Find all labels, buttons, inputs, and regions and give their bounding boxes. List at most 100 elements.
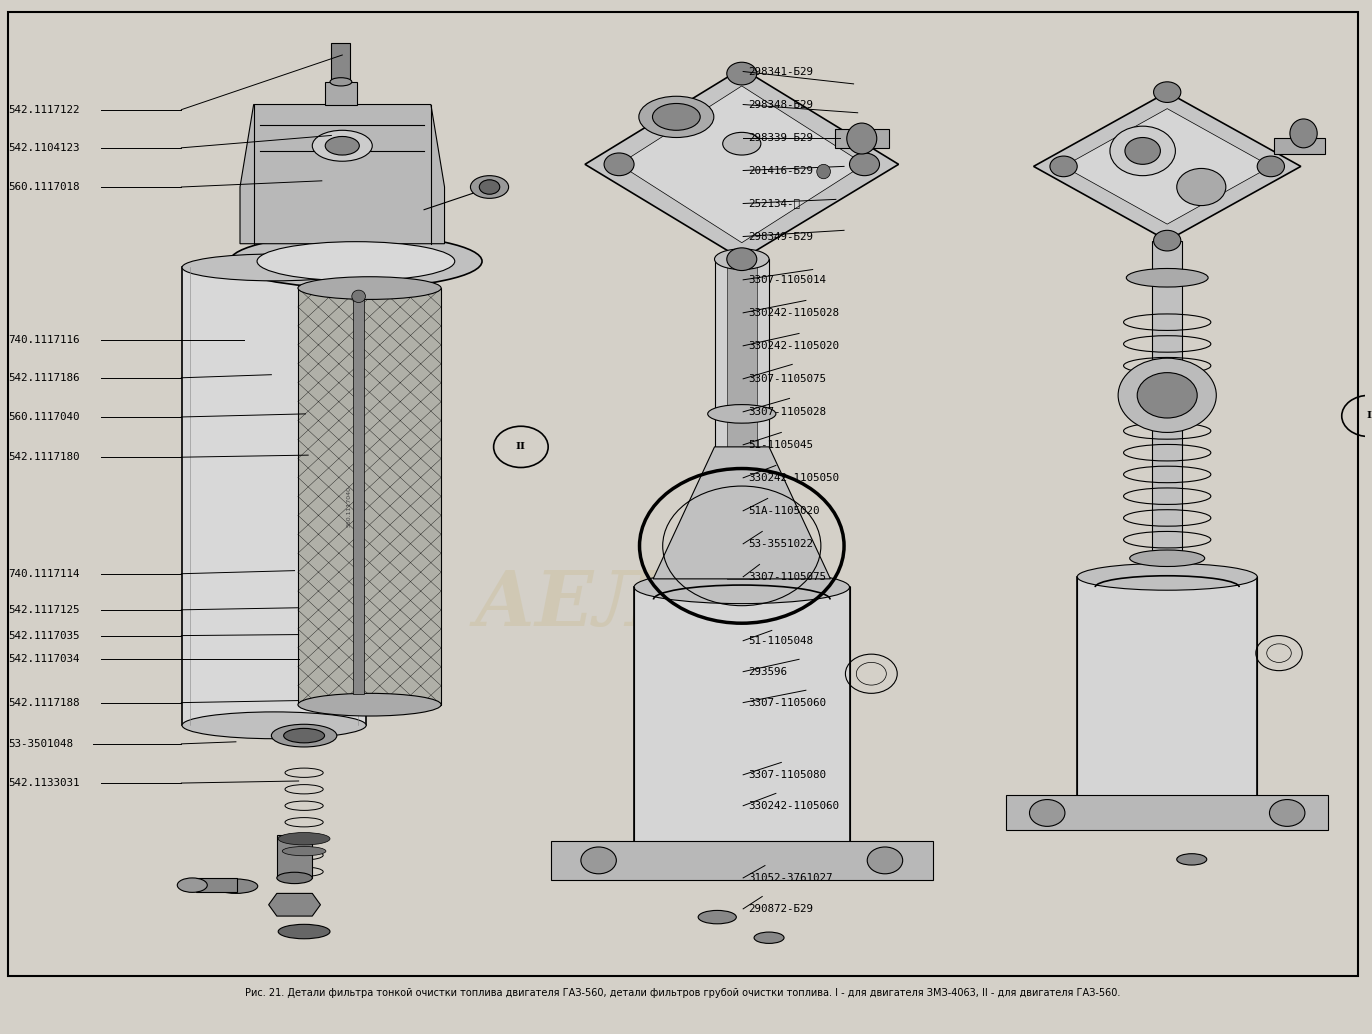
Circle shape — [1269, 799, 1305, 826]
Polygon shape — [653, 447, 830, 579]
Text: 3307-1105080: 3307-1105080 — [749, 769, 826, 780]
Ellipse shape — [1129, 550, 1205, 567]
Circle shape — [1118, 358, 1217, 432]
Text: 542.1117122: 542.1117122 — [8, 104, 80, 115]
Text: АЕЛ: АЕЛ — [473, 568, 661, 642]
Circle shape — [1029, 799, 1065, 826]
Ellipse shape — [313, 130, 372, 161]
Text: 542.1117188: 542.1117188 — [8, 698, 80, 707]
Text: 330242-1105060: 330242-1105060 — [749, 800, 840, 811]
Text: 298349-Б29: 298349-Б29 — [749, 232, 814, 242]
Ellipse shape — [283, 847, 327, 856]
Bar — [196, 878, 237, 892]
Text: 3307-1105060: 3307-1105060 — [749, 698, 826, 707]
Polygon shape — [584, 68, 899, 260]
Text: 740.1117114: 740.1117114 — [8, 569, 80, 579]
Text: 740.1117116: 740.1117116 — [8, 335, 80, 344]
Ellipse shape — [182, 254, 366, 281]
Text: 252134-䇲: 252134-䇲 — [749, 199, 801, 209]
Bar — [332, 42, 350, 82]
Text: 560.1117018: 560.1117018 — [8, 182, 80, 192]
Circle shape — [1257, 156, 1284, 177]
Text: 201416-Б29: 201416-Б29 — [749, 165, 814, 176]
Ellipse shape — [639, 96, 713, 138]
Text: 330242-1105020: 330242-1105020 — [749, 341, 840, 351]
Text: 3307-1105014: 3307-1105014 — [749, 275, 826, 284]
Text: 560.1117040: 560.1117040 — [8, 412, 80, 422]
Text: 51А-1105020: 51А-1105020 — [749, 506, 820, 516]
Bar — [298, 288, 442, 705]
Text: 53-3551022: 53-3551022 — [749, 539, 814, 549]
Circle shape — [1154, 231, 1181, 251]
Text: 298348-Б29: 298348-Б29 — [749, 99, 814, 110]
Ellipse shape — [325, 136, 359, 155]
Text: Рис. 21. Детали фильтра тонкой очистки топлива двигателя ГАЗ-560, детали фильтро: Рис. 21. Детали фильтра тонкой очистки т… — [246, 989, 1121, 999]
Circle shape — [1125, 138, 1161, 164]
Text: 330242-1105028: 330242-1105028 — [749, 308, 840, 317]
Ellipse shape — [1290, 119, 1317, 148]
Circle shape — [727, 62, 757, 85]
Ellipse shape — [182, 711, 366, 738]
Bar — [353, 294, 364, 695]
Text: 53-3501048: 53-3501048 — [8, 739, 73, 749]
Polygon shape — [1033, 92, 1301, 241]
Ellipse shape — [298, 694, 442, 716]
Text: 542.1117180: 542.1117180 — [8, 452, 80, 462]
Bar — [634, 587, 849, 845]
Polygon shape — [1006, 795, 1328, 830]
Text: II: II — [516, 443, 525, 452]
Text: 542.1133031: 542.1133031 — [8, 778, 80, 788]
Bar — [834, 129, 889, 148]
Circle shape — [1050, 156, 1077, 177]
Circle shape — [1177, 169, 1225, 206]
Bar — [277, 834, 313, 878]
Polygon shape — [269, 893, 321, 916]
Circle shape — [1154, 82, 1181, 102]
Circle shape — [849, 153, 879, 176]
Text: 560.1117040: 560.1117040 — [347, 486, 351, 527]
Text: 51-1105048: 51-1105048 — [749, 636, 814, 646]
Text: 542.1117186: 542.1117186 — [8, 373, 80, 383]
Bar — [715, 260, 770, 579]
Ellipse shape — [272, 724, 336, 747]
Polygon shape — [619, 86, 864, 243]
Bar — [1152, 241, 1183, 558]
Text: 542.1117125: 542.1117125 — [8, 605, 80, 615]
Ellipse shape — [715, 249, 770, 270]
Ellipse shape — [177, 878, 207, 892]
Text: 542.1117034: 542.1117034 — [8, 655, 80, 664]
Ellipse shape — [1177, 854, 1207, 865]
Circle shape — [867, 847, 903, 874]
Ellipse shape — [708, 404, 777, 423]
Bar — [325, 82, 357, 104]
Text: 3307-1105075: 3307-1105075 — [749, 374, 826, 384]
Ellipse shape — [816, 164, 830, 179]
Ellipse shape — [351, 291, 365, 303]
Text: 330242-1105050: 330242-1105050 — [749, 473, 840, 483]
Circle shape — [604, 153, 634, 176]
Circle shape — [580, 847, 616, 874]
Ellipse shape — [331, 78, 351, 86]
Ellipse shape — [257, 242, 454, 281]
Text: 3307-1105028: 3307-1105028 — [749, 406, 826, 417]
Bar — [1077, 577, 1257, 798]
Text: 290872-Б29: 290872-Б29 — [749, 904, 814, 914]
Ellipse shape — [279, 924, 331, 939]
Text: 298341-Б29: 298341-Б29 — [749, 66, 814, 77]
Ellipse shape — [279, 832, 331, 845]
Ellipse shape — [277, 873, 313, 884]
Ellipse shape — [229, 235, 482, 288]
Bar — [182, 268, 366, 725]
Polygon shape — [552, 841, 933, 880]
Text: 298339-Б29: 298339-Б29 — [749, 132, 814, 143]
Text: I: I — [1367, 412, 1372, 421]
Ellipse shape — [284, 728, 325, 742]
Polygon shape — [1063, 109, 1270, 224]
Text: 3307-1105075: 3307-1105075 — [749, 572, 826, 582]
Ellipse shape — [214, 879, 258, 893]
Ellipse shape — [479, 180, 499, 194]
Text: 542.1104123: 542.1104123 — [8, 143, 80, 153]
Ellipse shape — [653, 103, 700, 130]
Ellipse shape — [698, 910, 737, 923]
Text: 51-1105045: 51-1105045 — [749, 439, 814, 450]
